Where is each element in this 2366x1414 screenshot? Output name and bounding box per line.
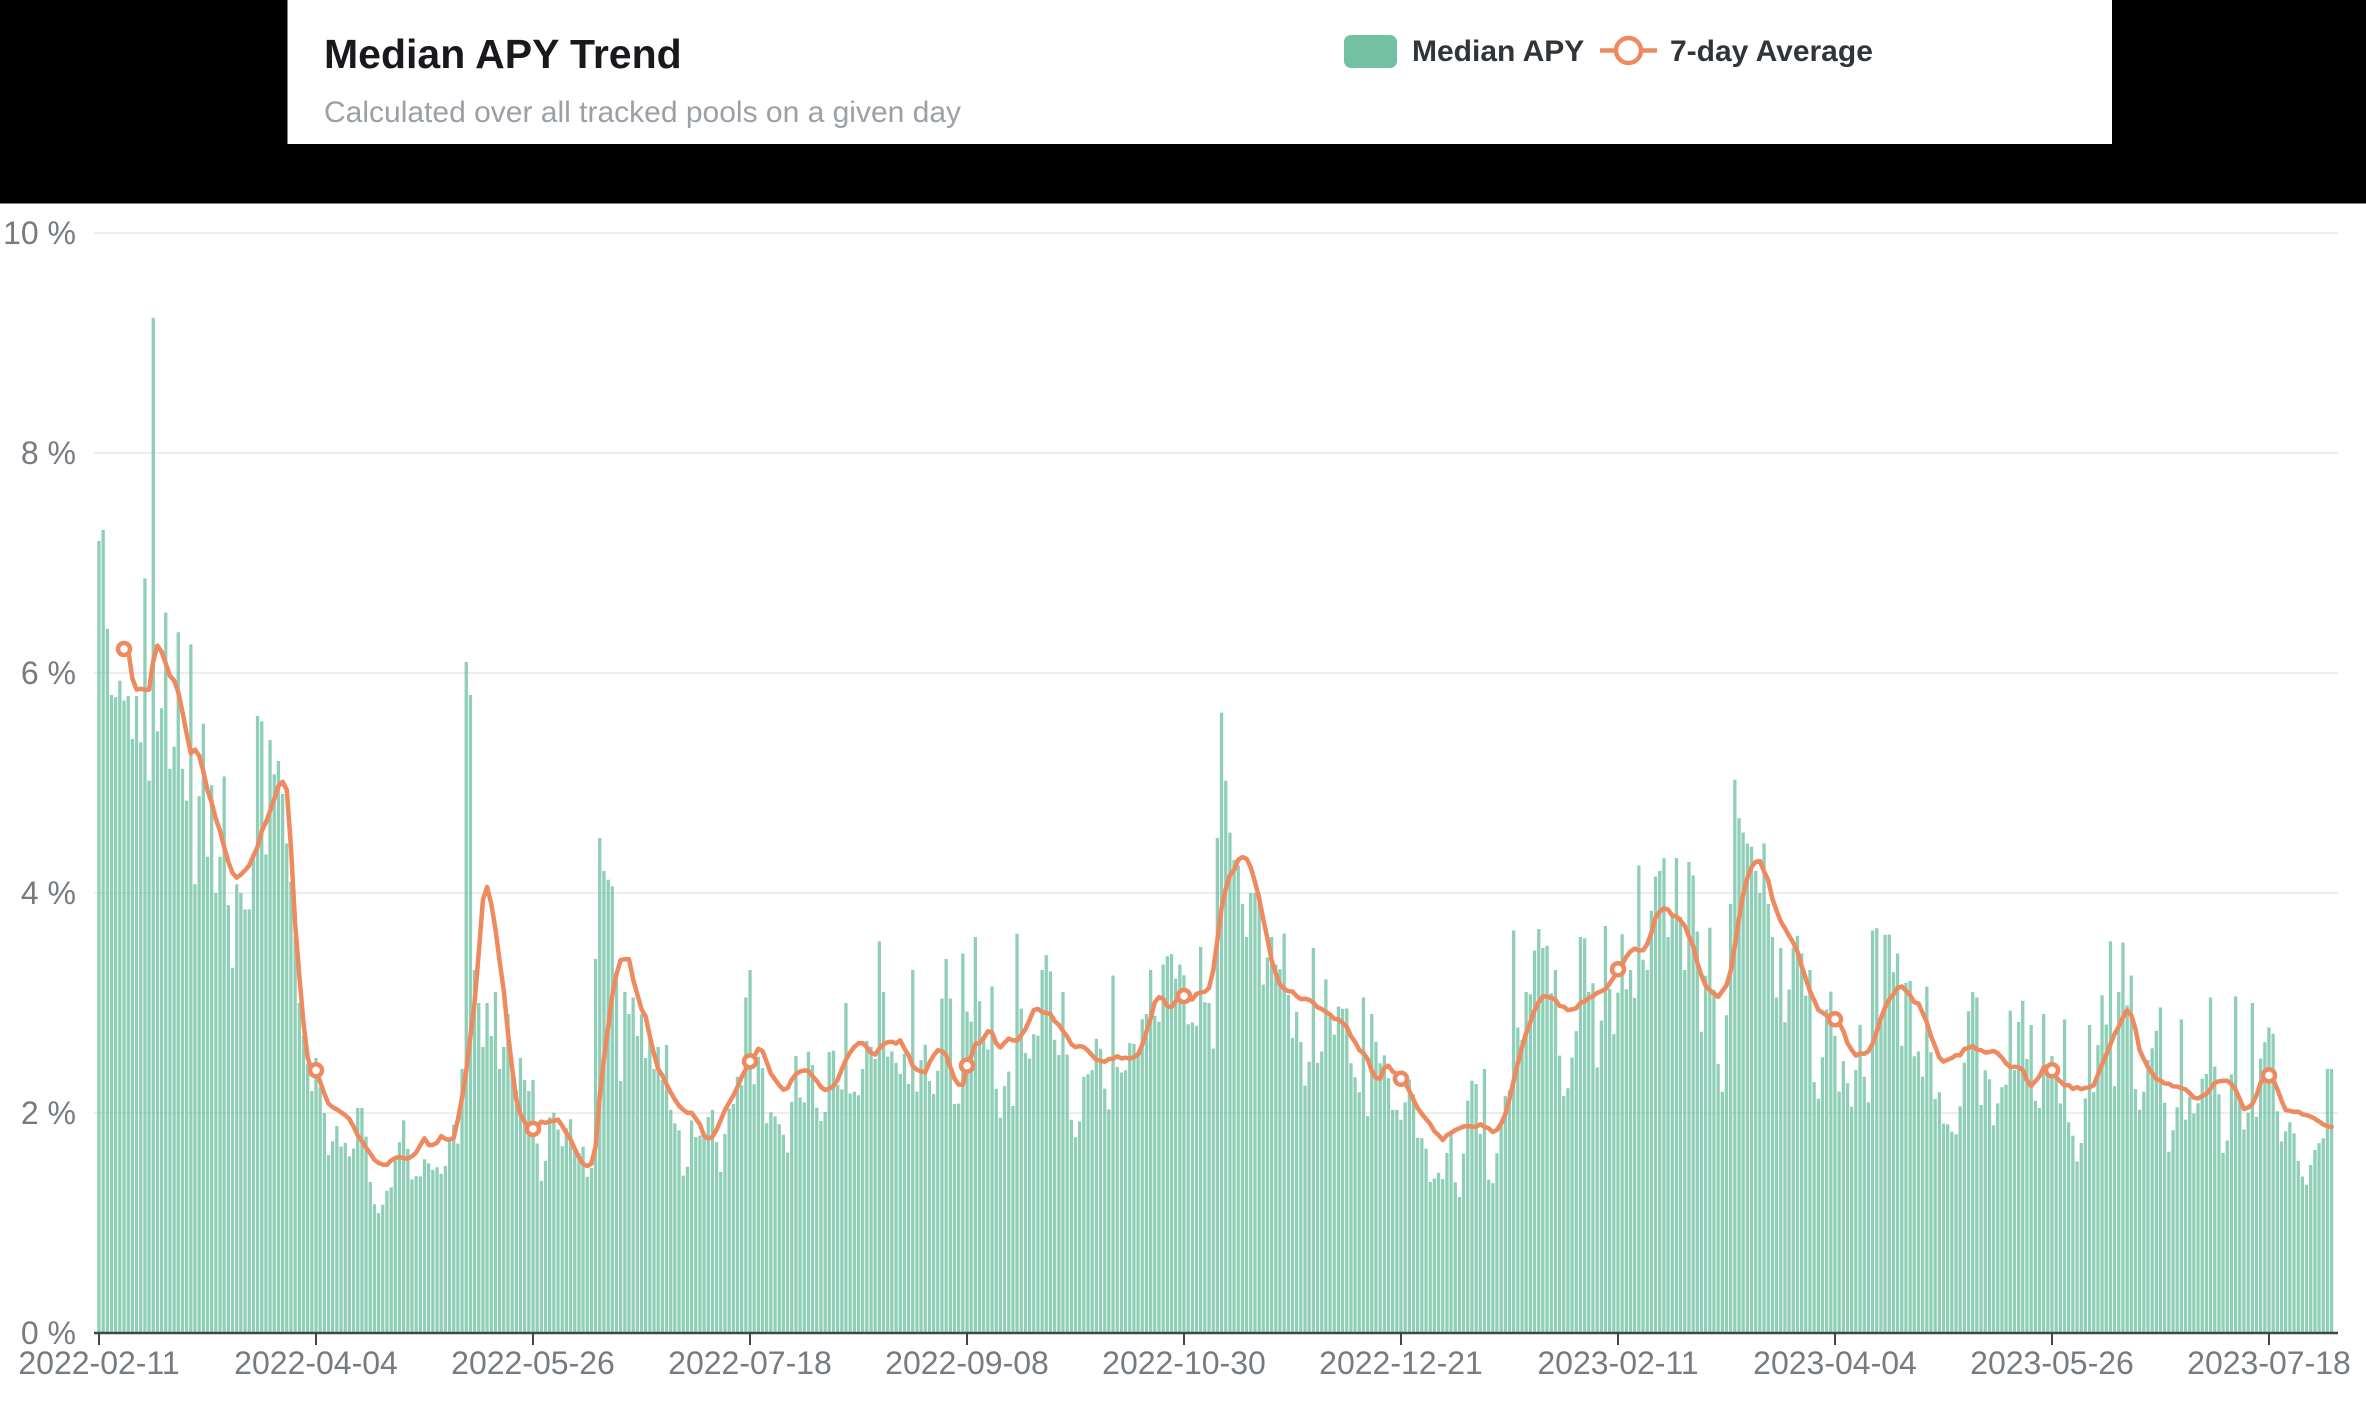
svg-text:6 %: 6 % — [21, 655, 76, 691]
svg-text:8 %: 8 % — [21, 435, 76, 471]
svg-text:2022-07-18: 2022-07-18 — [668, 1345, 832, 1381]
svg-text:10 %: 10 % — [3, 215, 76, 251]
svg-text:2022-04-04: 2022-04-04 — [234, 1345, 398, 1381]
svg-text:2023-04-04: 2023-04-04 — [1753, 1345, 1917, 1381]
svg-text:2022-02-11: 2022-02-11 — [18, 1345, 179, 1381]
svg-text:Median APY: Median APY — [1412, 35, 1584, 68]
svg-text:2022-05-26: 2022-05-26 — [451, 1345, 615, 1381]
svg-text:0 %: 0 % — [21, 1315, 76, 1351]
svg-text:2023-05-26: 2023-05-26 — [1970, 1345, 2134, 1381]
svg-text:7-day Average: 7-day Average — [1670, 35, 1873, 68]
svg-text:2022-10-30: 2022-10-30 — [1102, 1345, 1266, 1381]
svg-text:2022-12-21: 2022-12-21 — [1319, 1345, 1483, 1381]
svg-text:2 %: 2 % — [21, 1095, 76, 1131]
svg-text:Calculated over all tracked po: Calculated over all tracked pools on a g… — [324, 96, 961, 129]
svg-text:Median APY Trend: Median APY Trend — [324, 31, 682, 77]
svg-text:4 %: 4 % — [21, 875, 76, 911]
svg-text:2022-09-08: 2022-09-08 — [885, 1345, 1049, 1381]
svg-text:2023-02-11: 2023-02-11 — [1537, 1345, 1698, 1381]
svg-text:2023-07-18: 2023-07-18 — [2187, 1345, 2351, 1381]
